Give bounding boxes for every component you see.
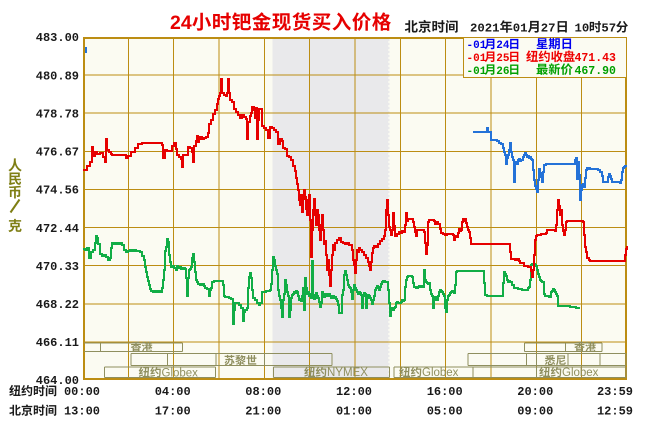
svg-text:476.67: 476.67 [36, 146, 79, 160]
svg-text:10: 10 [575, 22, 590, 36]
svg-text:27: 27 [541, 22, 556, 36]
svg-text:-01: -01 [467, 40, 487, 52]
svg-text:478.78: 478.78 [36, 107, 79, 121]
svg-text:Globex: Globex [422, 367, 459, 379]
svg-text:480.89: 480.89 [36, 69, 79, 83]
svg-text:466.11: 466.11 [36, 336, 79, 350]
svg-text:16:00: 16:00 [427, 385, 463, 399]
svg-text:Globex: Globex [562, 367, 599, 379]
svg-text:08:00: 08:00 [245, 385, 281, 399]
svg-text:471.43: 471.43 [575, 52, 617, 65]
svg-text:05:00: 05:00 [427, 405, 463, 419]
svg-text:474.56: 474.56 [36, 184, 79, 198]
svg-text:2021: 2021 [470, 22, 500, 36]
svg-text:12:59: 12:59 [597, 405, 633, 419]
svg-text:23:59: 23:59 [597, 385, 633, 399]
svg-text:04:00: 04:00 [155, 385, 191, 399]
svg-text:01:00: 01:00 [336, 405, 372, 419]
svg-text:57: 57 [601, 22, 616, 36]
svg-text:483.00: 483.00 [36, 31, 79, 45]
svg-text:24: 24 [170, 12, 192, 34]
svg-text:25: 25 [496, 53, 510, 65]
svg-text:464.00: 464.00 [36, 374, 79, 388]
svg-text:26: 26 [496, 66, 509, 78]
svg-text:NYMEX: NYMEX [327, 367, 368, 379]
svg-text:01: 01 [513, 22, 528, 36]
svg-text:467.90: 467.90 [575, 65, 617, 78]
svg-text:-01: -01 [467, 53, 487, 65]
svg-text:472.44: 472.44 [36, 222, 79, 236]
svg-text:00:00: 00:00 [64, 385, 100, 399]
svg-text:21:00: 21:00 [245, 405, 281, 419]
svg-text:Globex: Globex [162, 367, 199, 379]
svg-text:-01: -01 [467, 66, 487, 78]
svg-text:09:00: 09:00 [517, 405, 553, 419]
svg-text:13:00: 13:00 [64, 405, 100, 419]
svg-text:12:00: 12:00 [336, 385, 372, 399]
svg-text:20:00: 20:00 [517, 385, 553, 399]
svg-text:24: 24 [496, 40, 510, 52]
svg-text:17:00: 17:00 [155, 405, 191, 419]
svg-text:468.22: 468.22 [36, 298, 79, 312]
svg-text:470.33: 470.33 [36, 260, 79, 274]
